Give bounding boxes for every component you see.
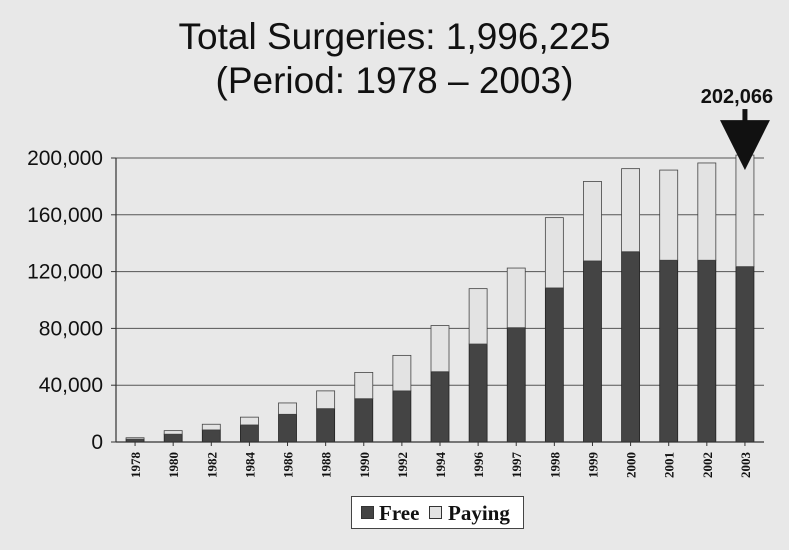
x-tick-label: 1999 — [585, 452, 600, 479]
legend-label-paying: Paying — [448, 501, 510, 525]
chart-title: Total Surgeries: 1,996,225 — [178, 16, 611, 57]
x-tick-label: 1990 — [357, 452, 372, 478]
x-tick-label: 2003 — [738, 452, 753, 479]
bar-free-1980 — [163, 433, 183, 443]
bar-free-2003 — [735, 266, 755, 443]
bar-paying-1986 — [278, 402, 297, 415]
bar-paying-2003 — [735, 154, 755, 268]
bar-paying-1982 — [201, 423, 221, 431]
bar-paying-2002 — [697, 162, 717, 261]
bar-paying-2001 — [659, 169, 679, 261]
bar-free-1996 — [468, 343, 488, 443]
bar-paying-1980 — [163, 430, 183, 435]
y-tick-label: 200,000 — [27, 147, 103, 170]
bar-free-2001 — [659, 259, 679, 443]
bar-free-1990 — [354, 398, 374, 443]
x-tick-label: 1984 — [242, 452, 257, 479]
bar-paying-1978 — [125, 437, 145, 440]
x-tick-label: 2001 — [662, 452, 677, 478]
bar-free-2002 — [697, 259, 717, 443]
x-tick-label: 1994 — [433, 452, 448, 479]
bar-paying-1996 — [468, 288, 488, 345]
bar-paying-1998 — [544, 217, 564, 289]
y-tick-label: 80,000 — [39, 317, 103, 340]
bar-free-2000 — [621, 251, 640, 443]
bar-paying-1994 — [430, 325, 450, 373]
bar-free-1992 — [392, 390, 412, 443]
legend-swatch-paying — [429, 506, 442, 519]
bar-free-1998 — [544, 287, 564, 443]
x-tick-label: 1992 — [395, 452, 410, 478]
legend: Free Paying — [351, 496, 524, 529]
bar-paying-1992 — [392, 354, 412, 392]
x-tick-label: 1978 — [128, 452, 143, 479]
legend-label-free: Free — [379, 501, 420, 525]
bar-paying-1988 — [316, 390, 336, 410]
x-tick-label: 1988 — [319, 452, 334, 479]
annotation-total-label: 202,066 — [701, 86, 773, 108]
bar-free-1994 — [430, 371, 450, 443]
x-tick-label: 1998 — [547, 452, 562, 479]
bar-free-1982 — [201, 429, 221, 443]
bar-free-1999 — [583, 260, 602, 443]
x-tick-label: 2002 — [700, 452, 715, 478]
bar-paying-1999 — [583, 181, 602, 262]
bar-free-1986 — [278, 413, 297, 443]
bar-free-1984 — [240, 424, 259, 443]
y-tick-label: 40,000 — [39, 374, 103, 397]
y-tick-label: 0 — [91, 431, 103, 454]
bar-paying-1997 — [506, 267, 526, 329]
bar-free-1997 — [506, 327, 526, 443]
x-tick-label: 1996 — [471, 452, 486, 479]
x-tick-label: 1980 — [166, 452, 181, 478]
bar-paying-1990 — [354, 372, 374, 400]
bar-paying-2000 — [621, 168, 640, 253]
bar-paying-1984 — [240, 416, 259, 426]
legend-swatch-free — [361, 506, 374, 519]
bar-free-1988 — [316, 408, 336, 443]
x-tick-label: 1982 — [204, 452, 219, 478]
chart-subtitle: (Period: 1978 – 2003) — [215, 60, 574, 101]
y-tick-label: 160,000 — [27, 204, 103, 227]
x-tick-label: 1986 — [281, 452, 296, 479]
x-tick-label: 1997 — [509, 452, 524, 479]
x-tick-label: 2000 — [624, 452, 639, 478]
y-tick-label: 120,000 — [27, 261, 103, 284]
